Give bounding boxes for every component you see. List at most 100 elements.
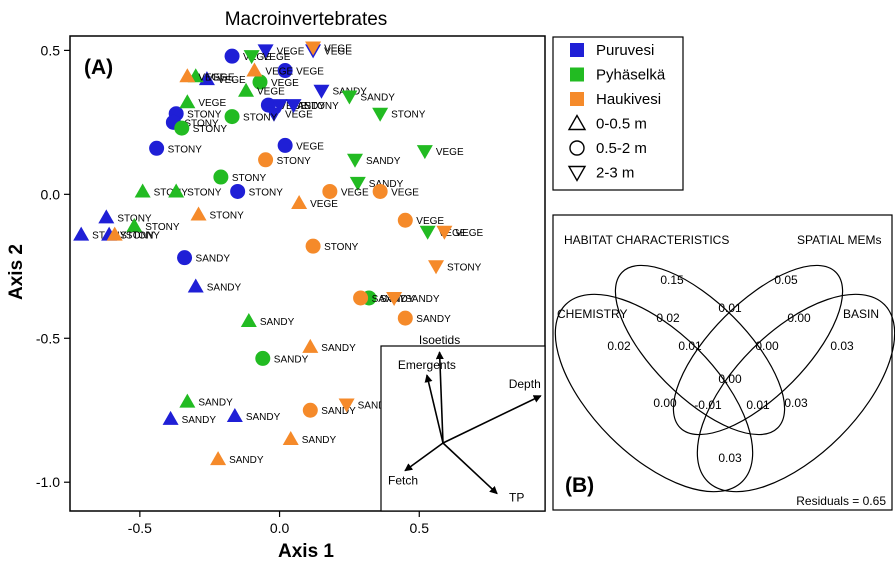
vector-arrow <box>424 374 444 444</box>
data-point <box>179 68 196 83</box>
data-point <box>238 82 255 97</box>
data-point <box>282 431 299 446</box>
point-label: SANDY <box>291 101 326 112</box>
point-label: VEGE <box>243 52 271 63</box>
data-point <box>349 176 366 191</box>
data-point <box>265 107 282 122</box>
data-point <box>305 41 322 56</box>
legend-marker <box>567 165 587 182</box>
venn-values: 0.15 0.05 0.02 0.01 0.00 0.02 0.03 0.01 0.00 0.00… <box>607 273 854 465</box>
panel-label-a: (A) <box>84 56 113 79</box>
data-point <box>428 260 445 275</box>
venn-value: 0.00 <box>787 311 811 325</box>
venn-frame <box>552 214 893 511</box>
point-label: VEGE <box>257 87 285 98</box>
data-point <box>179 393 196 408</box>
point-label: SANDY <box>366 156 401 167</box>
point-label: STONY <box>187 110 222 121</box>
point-label: SANDY <box>302 435 337 446</box>
venn-value: 0.02 <box>656 311 680 325</box>
data-point <box>106 226 123 241</box>
data-point <box>305 238 321 254</box>
point-label: VEGE <box>207 72 235 83</box>
x-tick-label: -0.5 <box>128 520 152 536</box>
data-point <box>416 145 433 160</box>
point-label: VEGE <box>263 52 291 63</box>
data-point <box>224 109 240 125</box>
venn-set-spatial: SPATIAL MEMs <box>797 233 881 247</box>
point-label: STONY <box>187 187 222 198</box>
point-label: STONY <box>168 144 203 155</box>
legend-marker <box>569 140 585 156</box>
data-point <box>255 350 271 366</box>
data-point <box>243 50 260 65</box>
data-point <box>224 48 240 64</box>
point-label: VEGE <box>436 147 464 158</box>
data-point <box>230 183 246 199</box>
point-label: VEGE <box>277 46 305 57</box>
y-tick-label: -1.0 <box>36 474 60 490</box>
point-label: SANDY <box>182 415 217 426</box>
data-point <box>187 278 204 293</box>
point-label: STONY <box>447 262 482 273</box>
x-tick-label: 0.0 <box>270 520 290 536</box>
legend-box <box>552 36 684 191</box>
vector-label: Depth <box>509 377 541 391</box>
point-label: STONY <box>145 222 180 233</box>
legend: Puruvesi Pyhäselkä Haukivesi 0-0.5 m 0.5-2 m… <box>567 42 666 182</box>
ellipse-spatial <box>672 264 844 436</box>
point-label: STONY <box>249 187 284 198</box>
point-label: SANDY <box>207 282 242 293</box>
point-label: VEGE <box>265 67 293 78</box>
data-point <box>338 398 355 413</box>
venn-set-chemistry: CHEMISTRY <box>557 307 627 321</box>
legend-marker <box>570 43 584 57</box>
y-tick-label: 0.0 <box>41 186 61 202</box>
data-point <box>397 212 413 228</box>
legend-label: Pyhäselkä <box>596 67 666 84</box>
vector-label: Fetch <box>388 474 418 488</box>
point-label: STONY <box>120 231 155 242</box>
venn-residuals: Residuals = 0.65 <box>796 494 886 508</box>
venn-value: 0.03 <box>718 451 742 465</box>
point-label: SANDY <box>274 354 309 365</box>
vector-arrow <box>442 395 542 444</box>
venn-value: 0.00 <box>755 339 779 353</box>
data-point <box>277 63 293 79</box>
point-label: SANDY <box>372 294 407 305</box>
data-point <box>134 183 151 198</box>
point-label: SANDY <box>260 317 295 328</box>
data-point <box>213 169 229 185</box>
point-label: VEGE <box>310 199 338 210</box>
data-point <box>277 137 293 153</box>
chart-title: Macroinvertebrates <box>225 9 388 30</box>
data-point <box>246 62 263 77</box>
data-point <box>226 408 243 422</box>
data-point <box>190 206 207 221</box>
data-point <box>419 225 436 240</box>
venn-value: 0.03 <box>830 339 854 353</box>
scatter-points: VEGEVEGEVEGEVEGEVEGEVEGESANDYVEGESTONYSA… <box>73 41 484 466</box>
data-point <box>174 120 190 136</box>
data-point <box>372 183 388 199</box>
vector-label: Isoetids <box>419 333 460 347</box>
point-label: SANDY <box>196 254 231 265</box>
point-label: VEGE <box>285 110 313 121</box>
vector-arrow <box>442 442 498 495</box>
point-label: VEGE <box>324 44 352 55</box>
axis-ticks: -0.5 0.0 0.5 0.5 0.0 -0.5 -1.0 <box>36 42 429 536</box>
legend-label: 0-0.5 m <box>596 116 647 133</box>
biplot-vectors: Isoetids Emergents Depth Fetch TP <box>388 333 542 505</box>
data-point <box>353 290 369 306</box>
data-point <box>341 90 358 105</box>
venn-value: 0.01 <box>746 398 770 412</box>
venn-value: 0.00 <box>718 372 742 386</box>
ellipse-habitat <box>614 264 786 436</box>
x-axis-label: Axis 1 <box>278 541 334 562</box>
point-label: STONY <box>305 101 340 112</box>
ellipse-basin <box>696 293 895 493</box>
venn-value: 0.01 <box>718 301 742 315</box>
venn-value: 0.15 <box>660 273 684 287</box>
point-label: VEGE <box>271 78 299 89</box>
data-point <box>397 310 413 326</box>
